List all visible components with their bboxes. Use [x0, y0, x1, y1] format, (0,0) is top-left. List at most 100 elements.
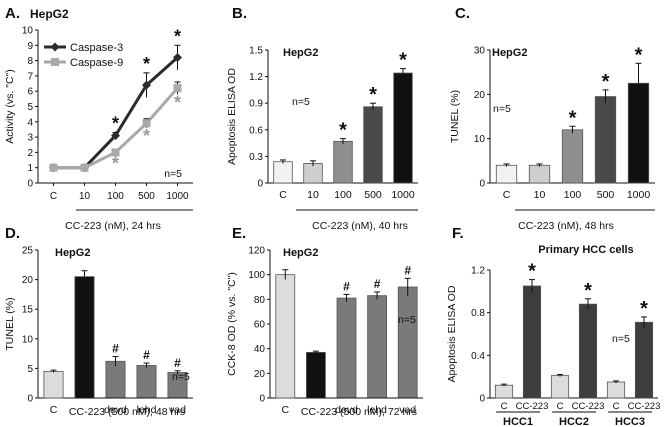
- significance-marker: #: [112, 342, 119, 356]
- y-axis-label: Activity (vs. "C"): [4, 69, 16, 144]
- data-point: [142, 119, 151, 128]
- y-tick-label: 40: [254, 344, 266, 355]
- significance-marker: *: [399, 50, 407, 72]
- y-tick-label: 3: [27, 133, 33, 144]
- y-tick-label: 1: [27, 163, 33, 174]
- x-tick-label: devd: [335, 404, 358, 416]
- y-tick-label: 20: [254, 369, 266, 380]
- bar: [561, 129, 584, 184]
- significance-marker: *: [143, 54, 150, 74]
- bar: [522, 285, 542, 399]
- legend: Caspase-3 Caspase-9: [44, 42, 123, 69]
- x-tick-label: 100: [334, 189, 352, 201]
- bar: [273, 161, 293, 184]
- panel-d: D. HepG2 0 5 10 15 20 25 TUNEL (%) C # devd # lehd # va…: [4, 225, 193, 418]
- panel-f: F. Primary HCC cells 0 0.4 0.8 1.2 Apoptosis E…: [446, 225, 660, 427]
- bar: [275, 274, 296, 399]
- x-tick-label: C: [282, 404, 290, 416]
- significance-marker: *: [528, 261, 536, 283]
- panel-c: C. HepG2 0 10 20 30 TUNEL (%) C 10 * 100 * 500 * 1000 C…: [449, 5, 655, 232]
- x-tick-label: lehd: [137, 404, 157, 416]
- bar: [363, 106, 383, 184]
- bar: [606, 381, 626, 399]
- x-tick-label: 500: [597, 189, 615, 201]
- y-tick-label: 1.2: [249, 72, 263, 83]
- significance-marker: *: [602, 71, 610, 93]
- cell-label: Primary HCC cells: [538, 244, 633, 256]
- bar: [367, 295, 387, 399]
- y-tick-label: 5: [27, 364, 33, 375]
- bar: [303, 163, 323, 184]
- bar: [393, 72, 413, 184]
- y-tick-label: 0.9: [249, 99, 263, 110]
- y-tick-label: 2: [27, 148, 33, 159]
- y-tick-label: 0.8: [471, 308, 485, 319]
- y-tick-label: 0: [479, 394, 485, 405]
- y-tick-label: 0: [479, 179, 485, 190]
- y-tick-label: 20: [474, 90, 486, 101]
- y-tick-label: 0: [27, 179, 33, 190]
- y-tick-label: 0: [259, 394, 265, 405]
- significance-marker: *: [339, 120, 347, 142]
- y-tick-label: 5: [27, 102, 33, 113]
- y-tick-label: 1.5: [249, 46, 263, 57]
- panel-label: B.: [232, 5, 247, 22]
- bar: [594, 96, 617, 184]
- y-tick-label: 25: [22, 246, 34, 257]
- legend-marker: [50, 42, 60, 52]
- y-tick-label: 20: [22, 275, 34, 286]
- panel-label: F.: [452, 225, 464, 242]
- x-axis-label: CC-223 (nM), 48 hrs: [518, 220, 614, 232]
- x-axis-label: CC-223 (500 nM), 72 hrs: [301, 406, 417, 418]
- x-tick-label: vad: [399, 404, 416, 416]
- bar: [74, 276, 95, 399]
- y-tick-label: 8: [27, 56, 33, 67]
- panel-label: A.: [5, 5, 20, 22]
- panel-label: C.: [455, 5, 470, 22]
- x-tick-label: 10: [534, 189, 546, 201]
- y-axis-label: CCK-8 OD (% vs. "C"): [226, 272, 238, 376]
- significance-marker: *: [112, 114, 119, 134]
- panel-label: D.: [5, 225, 20, 242]
- data-point: [80, 163, 89, 172]
- x-tick-label: C: [50, 404, 58, 416]
- cell-label: HepG2: [55, 247, 90, 259]
- y-tick-label: 80: [254, 295, 266, 306]
- x-tick-label: devd: [104, 404, 127, 416]
- bar: [43, 370, 64, 399]
- x-tick-label: vad: [169, 404, 186, 416]
- cell-label: HepG2: [30, 7, 69, 21]
- legend-label: Caspase-9: [70, 57, 123, 69]
- significance-marker: #: [343, 279, 350, 293]
- significance-marker: *: [584, 280, 592, 302]
- cell-label: HepG2: [283, 247, 318, 259]
- group-label: HCC3: [615, 416, 645, 427]
- y-tick-label: 100: [248, 270, 265, 281]
- x-axis-label: CC-223 (500 nM), 48 hrs: [69, 406, 185, 418]
- x-tick-label: C: [557, 401, 564, 412]
- data-point: [142, 80, 151, 90]
- bar: [333, 140, 353, 184]
- legend-marker: [51, 58, 59, 66]
- significance-marker: #: [143, 348, 150, 362]
- data-point: [173, 53, 182, 63]
- y-tick-label: 60: [254, 320, 266, 331]
- bar: [336, 297, 357, 399]
- data-point: [173, 84, 182, 93]
- x-tick-label: CC-223: [572, 401, 605, 412]
- x-tick-label: 100: [564, 189, 582, 201]
- significance-marker: *: [569, 107, 577, 129]
- significance-marker: *: [635, 44, 643, 66]
- y-tick-label: 0: [257, 179, 263, 190]
- y-axis-label: Apoptosis ELISA OD: [446, 285, 458, 382]
- y-tick-label: 0: [27, 394, 33, 405]
- panel-e: E. HepG2 0 20 40 60 80 100 120 CCK-8 OD (% vs. "C…: [226, 225, 423, 418]
- y-tick-label: 7: [27, 71, 33, 82]
- y-tick-label: 30: [474, 46, 486, 57]
- x-tick-label: C: [613, 401, 620, 412]
- y-axis-label: TUNEL (%): [4, 297, 16, 350]
- bar: [105, 360, 126, 399]
- x-tick-label: CC-223: [628, 401, 661, 412]
- n-annotation: n=5: [292, 96, 310, 108]
